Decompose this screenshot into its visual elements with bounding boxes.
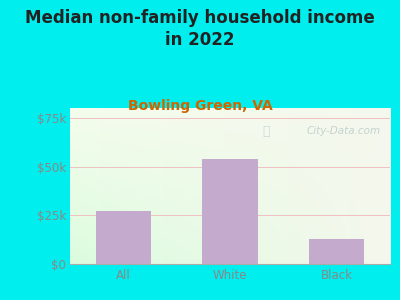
Text: Bowling Green, VA: Bowling Green, VA [128, 99, 272, 113]
Bar [309, 239, 364, 264]
Text: Median non-family household income
in 2022: Median non-family household income in 20… [25, 9, 375, 49]
Bar [96, 211, 151, 264]
Bar [202, 159, 258, 264]
Text: City-Data.com: City-Data.com [306, 126, 380, 136]
Text: ⓘ: ⓘ [262, 125, 270, 138]
